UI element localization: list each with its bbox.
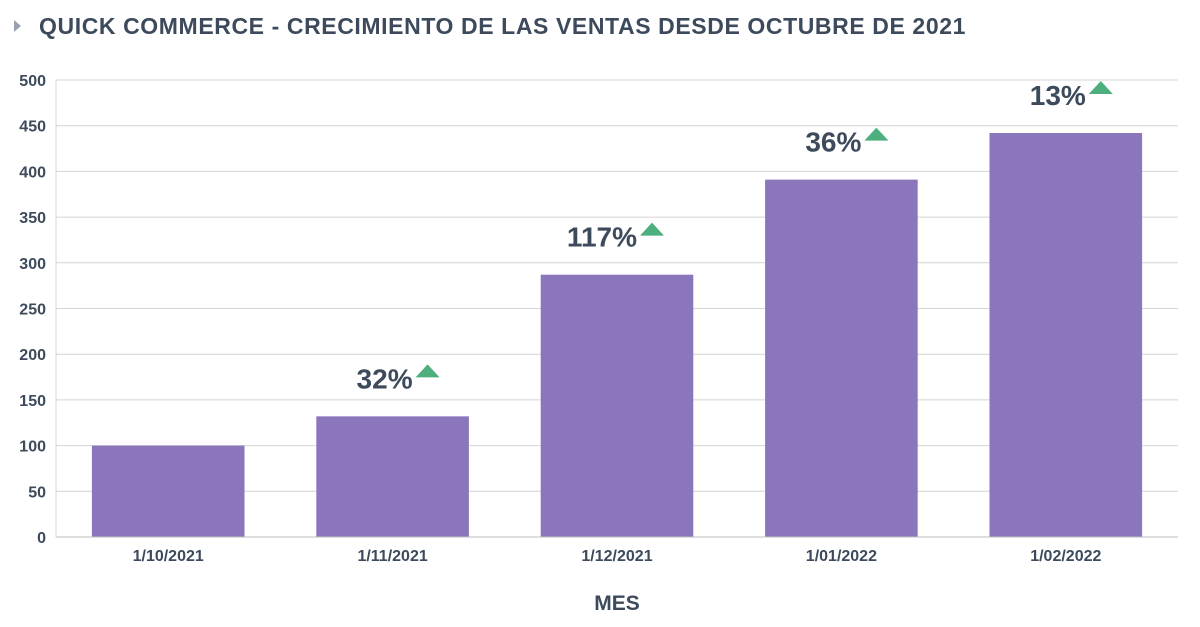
- y-tick-label: 150: [19, 393, 46, 410]
- y-tick-label: 0: [37, 530, 46, 547]
- bar[interactable]: [540, 274, 694, 537]
- bar[interactable]: [91, 445, 245, 537]
- y-tick-label: 500: [19, 73, 46, 90]
- chart-title: QUICK COMMERCE - CRECIMIENTO DE LAS VENT…: [39, 12, 966, 39]
- up-arrow-icon: [1088, 81, 1113, 95]
- growth-label: 32%: [357, 363, 413, 394]
- chart-header: QUICK COMMERCE - CRECIMIENTO DE LAS VENT…: [14, 10, 966, 42]
- up-arrow-icon: [415, 364, 440, 378]
- x-tick-label: 1/01/2022: [806, 548, 877, 565]
- y-tick-label: 400: [19, 164, 46, 181]
- y-tick-label: 200: [19, 347, 46, 364]
- x-tick-label: 1/02/2022: [1030, 548, 1101, 565]
- y-tick-label: 100: [19, 439, 46, 456]
- x-tick-label: 1/10/2021: [133, 548, 204, 565]
- expand-caret-icon[interactable]: [14, 20, 21, 32]
- bar[interactable]: [316, 416, 469, 537]
- y-tick-label: 450: [19, 119, 46, 136]
- up-arrow-icon: [864, 127, 889, 141]
- y-tick-label: 350: [19, 210, 46, 227]
- x-tick-label: 1/11/2021: [357, 548, 427, 565]
- x-axis-title: MES: [594, 592, 640, 615]
- x-tick-label: 1/12/2021: [581, 548, 652, 565]
- y-tick-label: 50: [28, 484, 46, 501]
- up-arrow-icon: [640, 222, 664, 236]
- y-tick-label: 250: [19, 302, 46, 319]
- growth-label: 36%: [805, 127, 861, 158]
- growth-label: 117%: [567, 222, 637, 253]
- bar[interactable]: [765, 179, 918, 537]
- y-tick-label: 300: [19, 256, 46, 273]
- growth-label: 13%: [1030, 80, 1086, 111]
- bar[interactable]: [989, 133, 1143, 537]
